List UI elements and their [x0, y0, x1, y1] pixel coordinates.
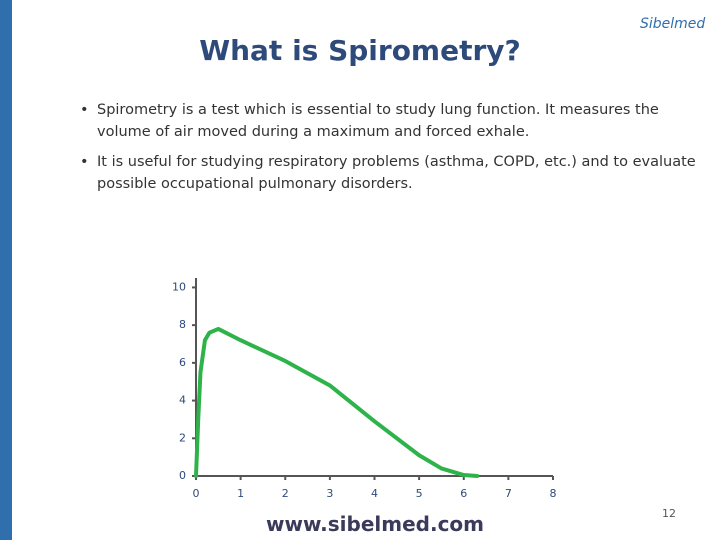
x-tick-label: 1 — [237, 487, 244, 500]
bullet-line: possible occupational pulmonary disorder… — [97, 176, 413, 192]
footer-url: www.sibelmed.com — [266, 512, 484, 536]
x-tick-label: 0 — [193, 487, 200, 500]
x-tick-label: 5 — [416, 487, 423, 500]
y-tick-label: 6 — [179, 356, 186, 369]
y-tick-label: 0 — [179, 469, 186, 482]
bullet: • It is useful for studying respiratory … — [80, 151, 696, 195]
bullet-line: It is useful for studying respiratory pr… — [97, 154, 696, 170]
y-tick-label: 4 — [179, 394, 186, 407]
bullet: • Spirometry is a test which is essentia… — [80, 99, 692, 143]
title: What is Spirometry? — [199, 34, 521, 67]
x-tick-label: 6 — [460, 487, 467, 500]
x-tick-label: 3 — [326, 487, 333, 500]
y-tick-label: 10 — [172, 280, 186, 293]
x-tick-label: 2 — [282, 487, 289, 500]
page-number: 12 — [662, 507, 676, 520]
logo: Sibelmed — [640, 16, 706, 32]
bullet-line: volume of air moved during a maximum and… — [97, 124, 530, 140]
data-line — [194, 326, 480, 478]
x-tick-label: 4 — [371, 487, 378, 500]
y-tick-label: 8 — [179, 318, 186, 331]
x-tick-label: 8 — [550, 487, 557, 500]
side-bar — [0, 0, 12, 540]
y-tick-label: 2 — [179, 431, 186, 444]
x-tick-label: 7 — [505, 487, 512, 500]
bullet-line: Spirometry is a test which is essential … — [97, 102, 659, 118]
